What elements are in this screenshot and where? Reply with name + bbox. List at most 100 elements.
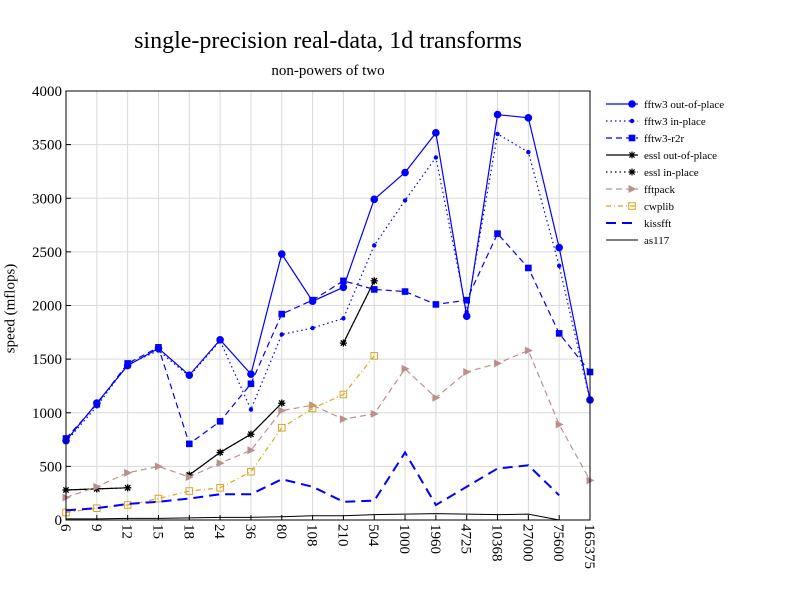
data-point [124, 484, 132, 492]
x-tick-label: 6 [57, 524, 73, 532]
data-point [310, 325, 315, 331]
legend-label: fftw3-r2r [644, 133, 684, 145]
data-point [370, 352, 379, 360]
data-point [154, 494, 163, 503]
data-point [628, 168, 636, 176]
x-tick-label: 80 [273, 524, 289, 539]
series-line [65, 349, 591, 499]
data-point [247, 446, 256, 455]
data-point [93, 400, 101, 408]
legend-label: fftw3 out-of-place [644, 99, 724, 111]
data-point [629, 118, 635, 124]
data-point [432, 393, 441, 402]
data-point [401, 168, 409, 177]
y-tick-label: 0 [55, 513, 63, 529]
data-point [555, 330, 563, 337]
data-point [339, 415, 348, 424]
data-point [185, 487, 194, 495]
series-line [65, 132, 591, 443]
series-0 [62, 110, 594, 445]
series-line [65, 113, 591, 442]
data-point [247, 430, 255, 438]
data-point [526, 149, 531, 155]
x-tick-label: 1000 [396, 524, 412, 554]
series-7 [65, 450, 560, 512]
data-point [628, 151, 636, 159]
data-point [555, 420, 564, 429]
series-1 [63, 131, 593, 444]
data-point [463, 367, 472, 376]
data-point [217, 338, 223, 344]
data-point [402, 198, 408, 203]
x-tick-label: 18 [180, 524, 196, 539]
chart-subtitle: non-powers of two [271, 63, 385, 79]
data-point [277, 423, 286, 432]
series-line [65, 487, 128, 491]
y-tick-label: 500 [40, 459, 63, 475]
data-point [278, 310, 286, 318]
x-tick-label: 210 [334, 524, 350, 547]
data-point [339, 390, 348, 399]
data-point [432, 129, 440, 137]
x-tick-label: 27000 [519, 524, 535, 562]
series-line [342, 280, 375, 344]
data-point [277, 250, 286, 258]
legend-item: as117 [606, 235, 670, 247]
legend-item: essl in-place [606, 167, 699, 179]
data-point [463, 296, 471, 304]
y-tick-label: 4000 [32, 84, 62, 100]
x-tick-label: 504 [365, 524, 381, 547]
data-point [341, 316, 346, 321]
data-point [401, 288, 409, 295]
data-point [216, 459, 225, 468]
y-tick-label: 3000 [32, 191, 62, 207]
legend-label: kissfft [644, 218, 671, 230]
data-point [556, 263, 562, 269]
y-tick-label: 1000 [32, 406, 62, 422]
legend-label: fftpack [644, 184, 675, 196]
data-point [433, 155, 439, 160]
series-5 [62, 346, 595, 502]
x-tick-label: 10368 [489, 524, 505, 562]
x-tick-label: 24 [211, 524, 227, 540]
data-point [216, 484, 224, 492]
data-point [555, 243, 563, 252]
legend-item: fftw3-r2r [606, 133, 684, 145]
legend-item: fftw3 out-of-place [606, 99, 724, 111]
data-point [340, 277, 347, 285]
legend-label: fftw3 in-place [644, 116, 706, 128]
data-point [524, 346, 533, 355]
data-point [628, 202, 636, 210]
y-tick-label: 2500 [32, 245, 62, 261]
data-point [494, 230, 501, 237]
data-point [524, 114, 533, 122]
y-tick-label: 2000 [32, 299, 62, 315]
data-point [462, 312, 471, 321]
legend-item: cwplib [606, 201, 674, 213]
x-tick-label: 108 [304, 524, 320, 547]
legend-label: essl out-of-place [644, 150, 717, 162]
data-point [124, 468, 133, 477]
data-point [187, 374, 192, 379]
data-point [628, 100, 636, 108]
data-point [216, 448, 224, 456]
series-layer [62, 110, 595, 521]
chart-title: single-precision real-data, 1d transform… [134, 28, 522, 54]
x-tick-label: 165375 [581, 524, 597, 569]
data-point [278, 406, 287, 415]
x-tick-label: 75600 [550, 524, 566, 562]
y-tick-label: 3500 [32, 138, 62, 154]
data-point [279, 332, 284, 337]
data-point [247, 467, 255, 476]
data-point [216, 418, 224, 425]
data-point [493, 110, 502, 119]
x-tick-label: 36 [242, 524, 258, 540]
y-tick-label: 1500 [32, 352, 62, 368]
grid [65, 90, 591, 521]
data-point [248, 407, 254, 412]
data-point [370, 409, 379, 418]
x-tick-label: 12 [119, 524, 135, 539]
data-point [370, 286, 378, 293]
data-point [628, 185, 637, 193]
